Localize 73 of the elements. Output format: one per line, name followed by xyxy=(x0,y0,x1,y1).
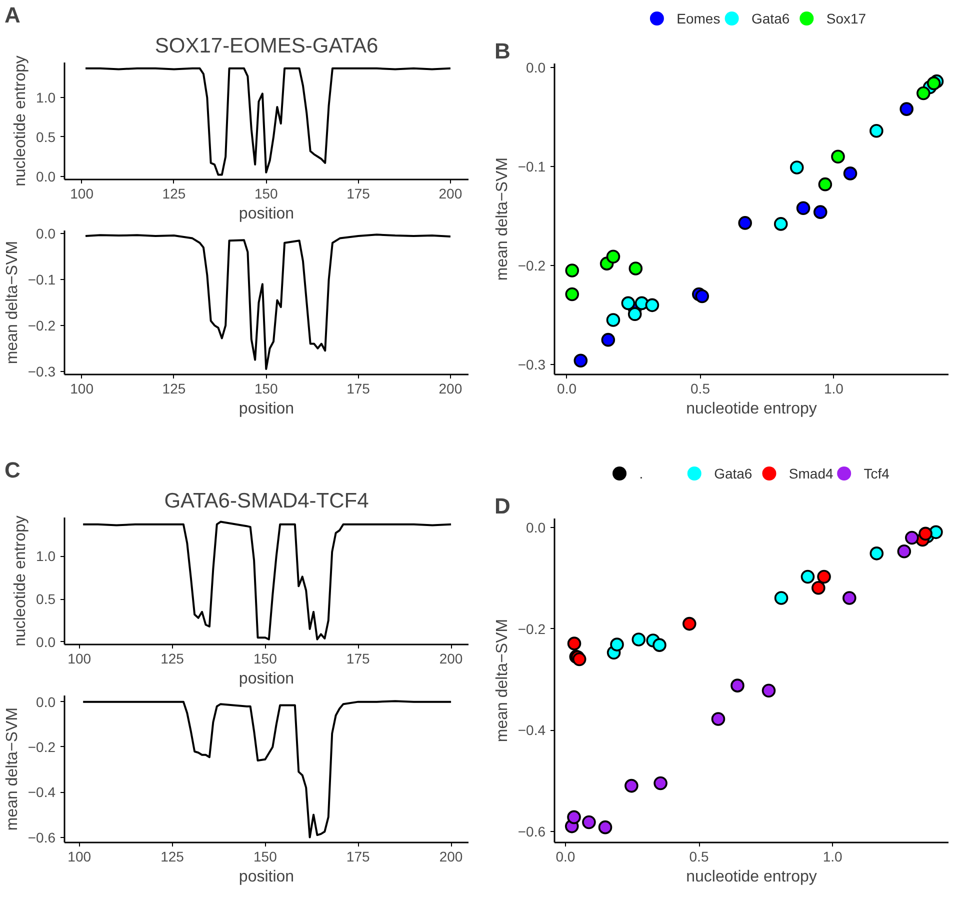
x-axis-title: position xyxy=(238,670,294,688)
x-tick-label: 1.0 xyxy=(824,380,844,396)
x-axis-title: position xyxy=(238,868,294,886)
y-tick-label: −0.3 xyxy=(518,356,546,373)
y-tick-label: −0.2 xyxy=(28,317,56,334)
x-tick-label: 100 xyxy=(70,186,94,202)
x-tick-label: 0.0 xyxy=(557,380,577,396)
x-tick-label: 175 xyxy=(346,186,370,202)
y-tick-label: −0.1 xyxy=(28,272,56,288)
x-axis-title: nucleotide entropy xyxy=(686,868,817,886)
y-tick-label: −0.4 xyxy=(518,722,546,738)
y-axis-title: mean delta−SVM xyxy=(4,240,21,364)
x-tick-label: 175 xyxy=(346,650,370,666)
x-tick-label: 0.5 xyxy=(689,848,709,864)
x-axis-title: position xyxy=(238,400,294,418)
y-axis-title: mean delta−SVM xyxy=(494,157,511,281)
text: C xyxy=(4,458,20,482)
y-tick-label: 0.5 xyxy=(36,128,56,145)
legend-label: Smad4 xyxy=(788,466,834,482)
x-tick-label: 125 xyxy=(162,380,186,396)
legend-label: Gata6 xyxy=(752,10,790,26)
x-tick-label: 0.5 xyxy=(690,380,710,396)
y-tick-label: 0.0 xyxy=(36,226,56,242)
y-tick-label: −0.1 xyxy=(518,158,546,175)
chart-title: GATA6-SMAD4-TCF4 xyxy=(164,490,370,512)
y-tick-label: −0.6 xyxy=(518,823,546,840)
y-tick-label: −0.3 xyxy=(28,363,56,380)
x-tick-label: 100 xyxy=(68,848,92,864)
y-tick-label: 0.5 xyxy=(36,591,56,608)
y-axis-title: nucleotide entropy xyxy=(12,516,30,646)
x-tick-label: 1.0 xyxy=(822,848,843,864)
x-tick-label: 200 xyxy=(439,650,463,666)
x-tick-label: 150 xyxy=(254,848,278,864)
x-tick-label: 200 xyxy=(438,186,462,202)
y-axis-title: mean delta−SVM xyxy=(494,618,511,742)
legend-label: Eomes xyxy=(676,10,720,26)
y-tick-label: 0.0 xyxy=(526,59,546,76)
y-tick-label: −0.4 xyxy=(28,784,56,800)
text: A xyxy=(4,2,20,28)
y-tick-label: 1.0 xyxy=(36,548,56,564)
y-tick-label: −0.2 xyxy=(28,738,56,755)
chart-title: SOX17-EOMES-GATA6 xyxy=(154,34,378,58)
y-tick-label: −0.2 xyxy=(518,620,546,637)
text: B xyxy=(494,38,510,64)
x-tick-label: 175 xyxy=(346,848,370,864)
legend-label: Gata6 xyxy=(714,466,752,482)
y-axis-title: mean delta−SVM xyxy=(4,707,21,831)
x-tick-label: 200 xyxy=(439,848,463,864)
x-tick-label: 100 xyxy=(68,650,92,666)
text: D xyxy=(494,494,510,518)
x-axis-title: nucleotide entropy xyxy=(686,400,817,418)
legend-label: . xyxy=(639,466,644,482)
x-tick-label: 175 xyxy=(346,380,370,396)
y-tick-label: 0.0 xyxy=(36,168,56,184)
y-tick-label: 0.0 xyxy=(526,520,546,536)
y-tick-label: 0.0 xyxy=(36,634,56,650)
legend-label: Tcf4 xyxy=(864,466,890,482)
x-tick-label: 150 xyxy=(254,650,278,666)
y-tick-label: 0.0 xyxy=(36,694,56,710)
y-tick-label: −0.6 xyxy=(28,829,56,846)
x-tick-label: 125 xyxy=(160,650,184,666)
legend-label: Sox17 xyxy=(826,10,866,26)
x-tick-label: 150 xyxy=(254,380,278,396)
x-tick-label: 125 xyxy=(160,848,184,864)
x-tick-label: 200 xyxy=(438,380,462,396)
x-axis-title: position xyxy=(238,206,294,222)
x-tick-label: 0.0 xyxy=(556,848,576,864)
x-tick-label: 150 xyxy=(254,186,278,202)
x-tick-label: 100 xyxy=(70,380,94,396)
y-axis-title: nucleotide entropy xyxy=(12,56,30,186)
x-tick-label: 125 xyxy=(162,186,186,202)
y-tick-label: 1.0 xyxy=(36,90,56,106)
y-tick-label: −0.2 xyxy=(518,258,546,274)
